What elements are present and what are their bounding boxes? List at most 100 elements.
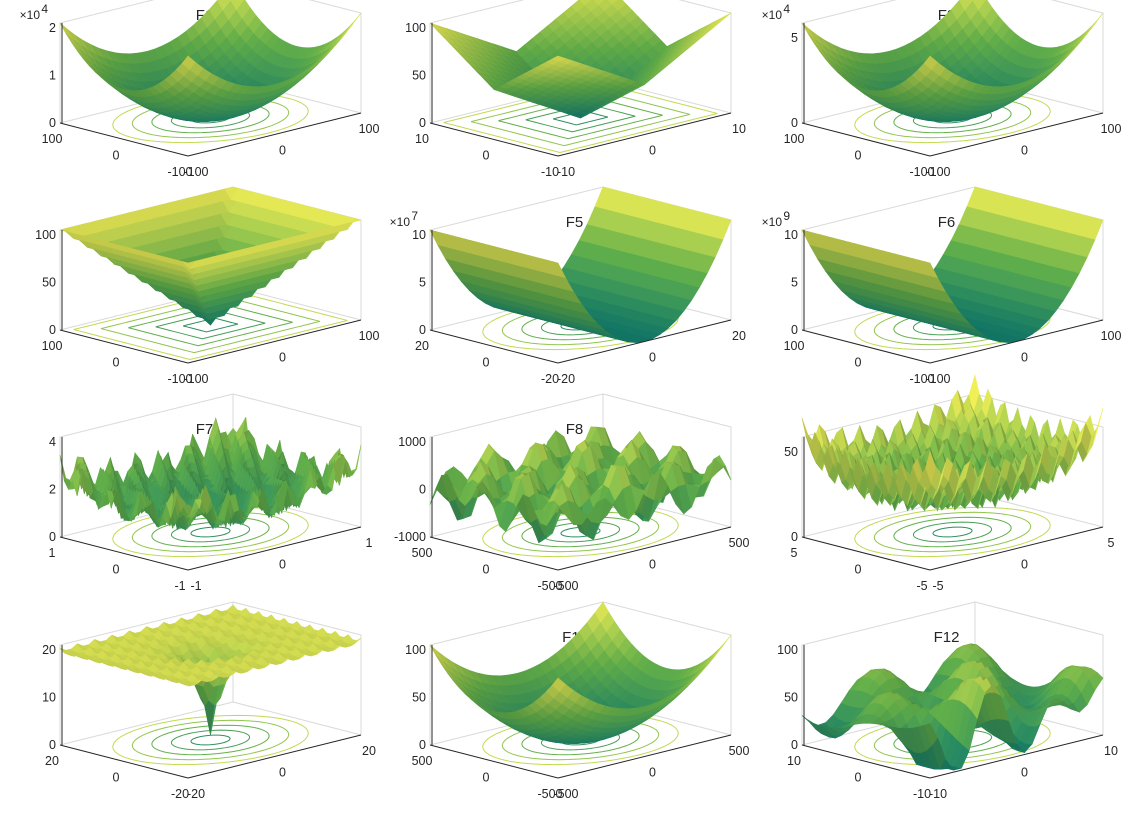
x-axis-line (187, 526, 362, 571)
y-tick-label: -100 (167, 372, 192, 386)
z-tick-label: 10 (412, 228, 426, 242)
x-tick-label: 0 (279, 558, 286, 572)
contour-line (190, 526, 231, 538)
z-tick-label: 2 (49, 483, 56, 497)
plot-title: F8 (566, 421, 584, 438)
x-tick-label: -10 (557, 165, 575, 179)
x-tick-label: 10 (732, 122, 746, 136)
z-scale-label: ×10 (390, 215, 411, 229)
y-axis-line (429, 122, 559, 157)
x-axis-line (187, 112, 362, 157)
z-tick-label: 0 (49, 116, 56, 130)
x-tick-label: 0 (279, 144, 286, 158)
x-tick-label: 0 (1021, 351, 1028, 365)
z-tick-label: 0 (49, 323, 56, 337)
y-tick-label: 0 (113, 563, 120, 577)
y-axis-line (59, 536, 189, 571)
y-axis-line (801, 329, 931, 364)
y-tick-label: -100 (167, 165, 192, 179)
z-tick-label: 0 (419, 483, 426, 497)
x-tick-label: 100 (1101, 122, 1122, 136)
x-tick-label: 500 (729, 536, 750, 550)
z-tick-label: 2 (49, 21, 56, 35)
x-tick-label: 100 (359, 329, 380, 343)
surface-cell (347, 12, 362, 31)
y-tick-label: 0 (113, 356, 120, 370)
y-axis-line (59, 122, 189, 157)
y-tick-label: 500 (412, 546, 433, 560)
y-tick-label: -100 (909, 372, 934, 386)
z-tick-label: 50 (42, 276, 56, 290)
z-tick-label: 100 (405, 21, 426, 35)
z-tick-label: 5 (419, 276, 426, 290)
y-tick-label: 0 (855, 149, 862, 163)
z-scale-exponent: 4 (783, 2, 790, 16)
y-tick-label: -100 (909, 165, 934, 179)
y-tick-label: 100 (42, 339, 63, 353)
surface-mesh (801, 0, 1104, 122)
z-tick-label: 5 (791, 276, 798, 290)
y-tick-label: 100 (784, 132, 805, 146)
x-tick-label: 0 (279, 351, 286, 365)
z-scale-exponent: 7 (411, 209, 418, 223)
y-tick-label: -10 (541, 165, 559, 179)
y-tick-label: -20 (541, 372, 559, 386)
z-tick-label: 0 (791, 116, 798, 130)
surface-mesh (59, 186, 362, 326)
y-axis-line (801, 122, 931, 157)
z-scale-label: ×10 (20, 8, 41, 22)
y-tick-label: -1 (174, 579, 185, 593)
z-tick-label: 10 (784, 228, 798, 242)
z-tick-label: 0 (791, 323, 798, 337)
y-tick-label: -500 (537, 579, 562, 593)
y-tick-label: 100 (42, 132, 63, 146)
z-tick-label: 1 (49, 69, 56, 83)
z-tick-label: 100 (35, 228, 56, 242)
surface-mesh (59, 0, 362, 122)
surface-plot-f9: F9050-505-505 (784, 374, 1115, 593)
surface-cell (717, 12, 732, 23)
x-tick-label: 0 (649, 144, 656, 158)
z-tick-label: 0 (419, 323, 426, 337)
floor-contours (854, 506, 1051, 558)
x-tick-label: -100 (183, 165, 208, 179)
z-scale-exponent: 4 (41, 2, 48, 16)
y-tick-label: 0 (855, 356, 862, 370)
surface-cell (350, 444, 362, 472)
contour-line (912, 521, 993, 543)
surface-mesh (801, 374, 1104, 512)
plot-title: F6 (938, 214, 956, 231)
contour-line (854, 506, 1051, 558)
z-tick-label: -1000 (394, 530, 426, 544)
x-tick-label: 0 (649, 558, 656, 572)
x-tick-label: -20 (557, 372, 575, 386)
surface-mesh (429, 0, 732, 119)
y-tick-label: 20 (415, 339, 429, 353)
y-tick-label: 0 (113, 149, 120, 163)
z-tick-label: 0 (419, 116, 426, 130)
x-tick-label: 100 (359, 122, 380, 136)
x-tick-label: -1 (190, 579, 201, 593)
plot-title: F5 (566, 214, 584, 231)
z-scale-label: ×10 (762, 215, 783, 229)
x-tick-label: 20 (732, 329, 746, 343)
z-tick-label: 0 (49, 530, 56, 544)
z-tick-label: 5 (791, 31, 798, 45)
y-tick-label: 0 (483, 356, 490, 370)
surface-mesh (59, 417, 362, 531)
z-tick-label: 1000 (398, 435, 426, 449)
z-tick-label: 4 (49, 435, 56, 449)
y-axis-line (429, 329, 559, 364)
y-tick-label: 1 (49, 546, 56, 560)
x-tick-label: 1 (366, 536, 373, 550)
surface-cell (1089, 12, 1104, 31)
